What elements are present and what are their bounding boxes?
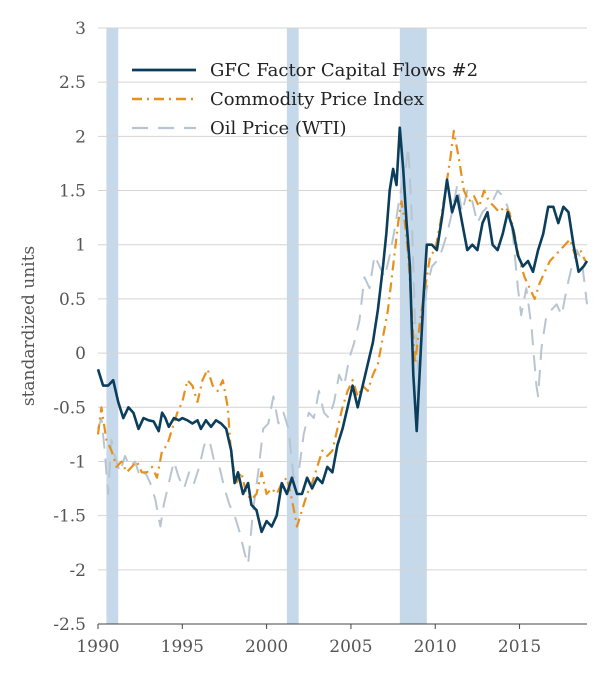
y-tick-label: 0.5 <box>59 290 86 310</box>
x-tick-label: 2010 <box>414 637 457 657</box>
y-tick-label: 1 <box>75 236 86 256</box>
legend-label: Oil Price (WTI) <box>210 118 347 139</box>
y-tick-label: 2 <box>75 127 86 147</box>
legend: GFC Factor Capital Flows #2 Commodity Pri… <box>132 60 478 139</box>
x-tick-label: 2000 <box>245 637 288 657</box>
y-tick-label: -0.5 <box>53 398 86 418</box>
y-tick-label: 2.5 <box>59 73 86 93</box>
series-line-gfc-factor-capital-flows-2 <box>96 126 589 534</box>
y-tick-label: 1.5 <box>59 182 86 202</box>
recession-band-1 <box>286 28 299 624</box>
y-tick-label: 0 <box>75 344 86 364</box>
legend-label: Commodity Price Index <box>210 89 424 110</box>
y-tick-label: -1.5 <box>53 507 86 527</box>
y-axis-ticks: -2.5 -2 -1.5 -1 -0.5 0 0.5 1 1.5 2 2.5 3 <box>53 19 86 635</box>
legend-label: GFC Factor Capital Flows #2 <box>210 60 478 81</box>
series-line-oil-price-wti <box>97 146 588 566</box>
y-axis-label: standardized units <box>19 246 39 406</box>
recession-band-0 <box>106 28 119 624</box>
y-tick-label: -2 <box>69 561 86 581</box>
y-tick-label: -1 <box>69 452 86 472</box>
y-tick-label: 3 <box>75 19 86 39</box>
gridlines <box>98 27 587 571</box>
x-tick-label: 1995 <box>161 637 204 657</box>
series-line-commodity-price-index <box>96 129 587 528</box>
y-tick-label: -2.5 <box>53 615 86 635</box>
x-tick-label: 1990 <box>76 637 119 657</box>
x-tick-label: 2015 <box>498 637 541 657</box>
series-lines <box>96 126 589 566</box>
x-tick-label: 2005 <box>329 637 372 657</box>
x-axis-ticks: 1990 1995 2000 2005 2010 2015 <box>76 624 541 657</box>
